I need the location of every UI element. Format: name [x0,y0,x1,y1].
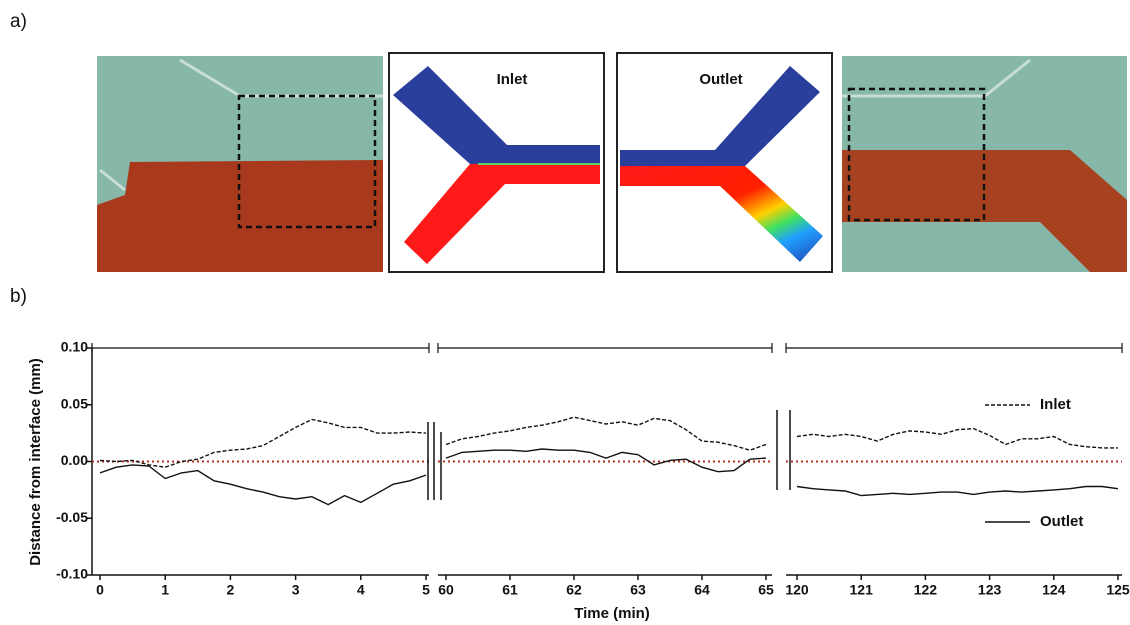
x-tick-label: 122 [914,582,938,598]
x-tick-label: 124 [1042,582,1066,598]
x-tick-label: 5 [422,582,430,598]
series-line [796,485,1119,497]
panel-label: a) [10,11,27,32]
legend-label: Outlet [1040,513,1083,530]
series-line [445,416,767,451]
y-tick-label: 0.05 [61,395,88,411]
series-line [445,448,767,473]
series-line [99,418,427,468]
x-tick-label: 120 [785,582,809,598]
x-tick-label: 125 [1106,582,1130,598]
y-tick-label: 0.10 [61,339,88,355]
outlet-photo [842,56,1127,272]
x-axis-title: Time (min) [574,605,650,622]
x-tick-label: 3 [292,582,300,598]
x-tick-label: 2 [227,582,235,598]
y-tick-label: 0.00 [61,452,88,468]
diagram-label: Outlet [699,71,742,88]
y-tick-label: -0.10 [56,566,88,582]
x-tick-label: 64 [694,582,710,598]
diagram-label: Inlet [497,71,528,88]
x-tick-label: 0 [96,582,104,598]
x-tick-label: 60 [438,582,454,598]
panel-label: b) [10,286,27,307]
series-line [796,427,1118,449]
x-tick-label: 1 [161,582,169,598]
y-axis-title: Distance from interface (mm) [27,358,44,566]
x-tick-label: 61 [502,582,518,598]
series-line [99,464,427,506]
outlet-diagram: Outlet [616,52,833,273]
y-tick-label: -0.05 [56,509,88,525]
inlet-photo [97,56,383,272]
x-tick-label: 63 [630,582,646,598]
inlet-diagram: Inlet [388,52,605,273]
x-tick-label: 4 [357,582,365,598]
legend-label: Inlet [1040,396,1071,413]
chart: -0.10 -0.05 0.00 0.05 0.10 Distance from inte… [27,339,1130,622]
x-tick-label: 65 [758,582,774,598]
x-tick-label: 123 [978,582,1002,598]
x-tick-label: 62 [566,582,582,598]
x-tick-label: 121 [850,582,874,598]
